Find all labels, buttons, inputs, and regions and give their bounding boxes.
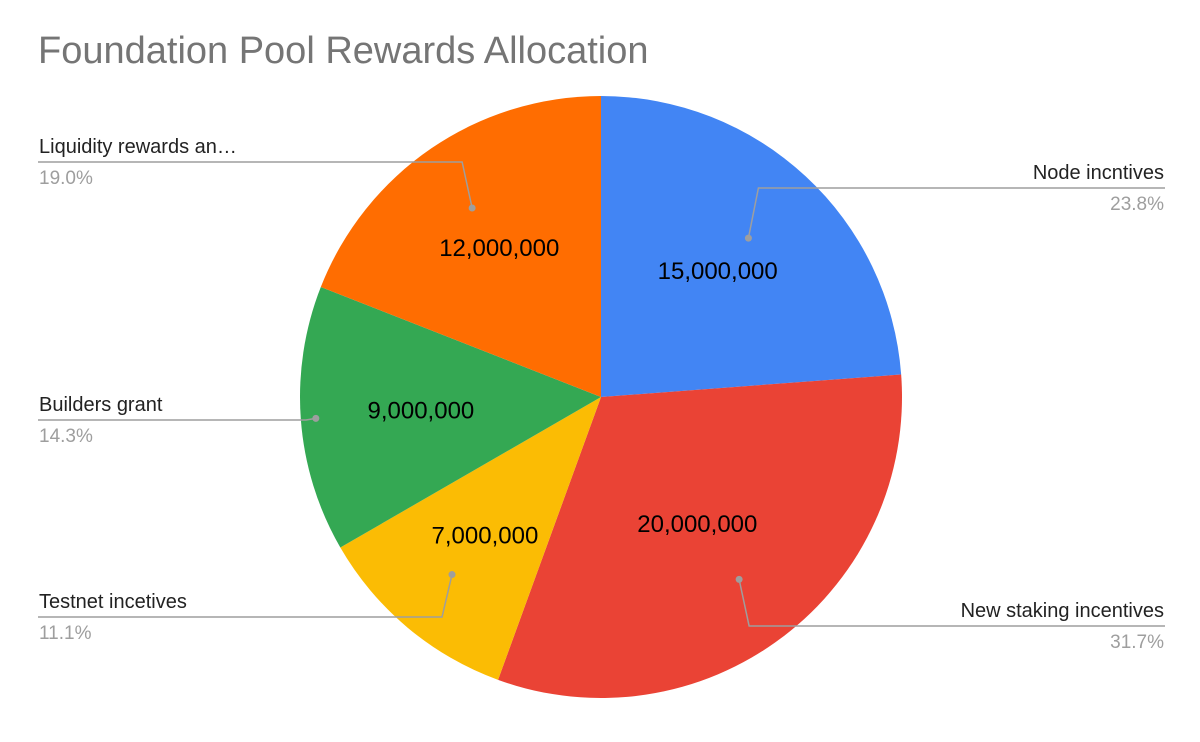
leaders-layer — [38, 161, 1165, 627]
pie-slice-new-staking-incentives — [498, 374, 902, 699]
labels-layer: Node incntives 23.8% New staking incentive… — [39, 136, 1164, 653]
slice-name-label: Node incntives — [1033, 162, 1164, 184]
values-layer: 15,000,000 20,000,000 7,000,000 9,000,000 12… — [368, 235, 778, 550]
slice-value-label: 9,000,000 — [368, 397, 475, 424]
slice-value-label: 12,000,000 — [439, 235, 559, 262]
slice-name-label: Liquidity rewards an… — [39, 136, 237, 158]
leader-line — [747, 187, 1165, 239]
chart-title: Foundation Pool Rewards Allocation — [38, 30, 649, 72]
pie-slice-liquidity-rewards-an — [320, 95, 601, 397]
leader-line — [38, 574, 453, 618]
leader-line — [738, 579, 1165, 627]
slice-percent-label: 19.0% — [39, 168, 93, 189]
slice-percent-label: 11.1% — [39, 623, 92, 644]
slice-name-label: Builders grant — [39, 394, 163, 416]
pie-slice-builders-grant — [300, 287, 601, 548]
pie-slice-node-incntives — [601, 96, 902, 397]
leader-line — [38, 161, 473, 209]
slice-percent-label: 14.3% — [39, 426, 93, 447]
slice-percent-label: 23.8% — [1110, 194, 1164, 215]
pie-slice-testnet-incetives — [340, 397, 601, 680]
slice-value-label: 7,000,000 — [432, 522, 539, 549]
slice-name-label: Testnet incetives — [39, 591, 187, 613]
slice-name-label: New staking incentives — [961, 600, 1164, 622]
slice-percent-label: 31.7% — [1110, 632, 1164, 653]
leader-line — [38, 417, 316, 421]
slices-layer — [300, 95, 902, 699]
slice-value-label: 20,000,000 — [637, 511, 757, 538]
slice-value-label: 15,000,000 — [658, 258, 778, 285]
